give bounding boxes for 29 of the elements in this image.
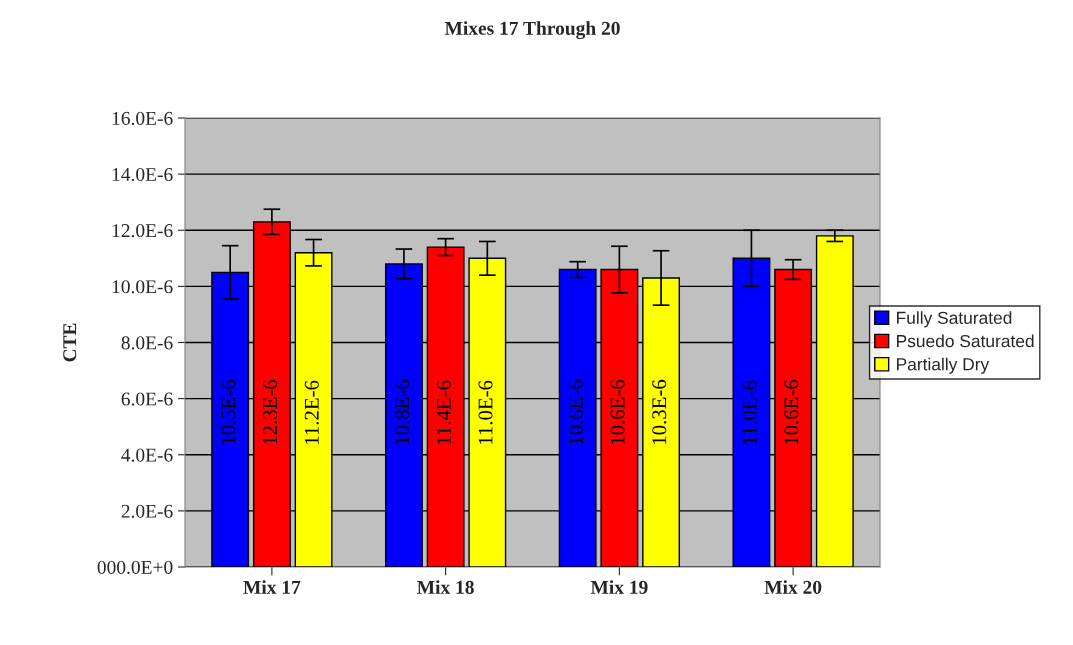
y-axis-title: CTE [63, 323, 77, 362]
chart-title: Mixes 17 Through 20 [444, 21, 620, 39]
legend-label: Fully Saturated [897, 311, 1012, 328]
data-label: 11.4E-6 [436, 380, 451, 444]
legend-label: Psuedo Saturated [897, 334, 1034, 348]
y-tick-label: 000.0E+0 [97, 560, 173, 575]
y-tick-label: 4.0E-6 [121, 448, 173, 462]
x-tick-label: Mix 19 [590, 580, 648, 594]
y-tick-label: 8.0E-6 [121, 336, 173, 350]
data-label: 11.0E-6 [478, 380, 493, 444]
y-tick-label: 12.0E-6 [112, 224, 173, 238]
x-tick-label: Mix 18 [417, 580, 474, 594]
data-label: 10.6E-6 [610, 379, 625, 444]
data-label: 11.0E-6 [742, 380, 757, 444]
data-label: 10.8E-6 [395, 379, 410, 444]
data-label: 12.3E-6 [263, 379, 278, 444]
x-tick-label: Mix 20 [764, 580, 822, 594]
legend-label: Partially Dry [897, 357, 990, 374]
x-tick-label: Mix 17 [243, 580, 301, 594]
data-label: 10.6E-6 [568, 379, 583, 444]
y-tick-label: 16.0E-6 [112, 111, 173, 126]
data-label: 10.6E-6 [784, 379, 799, 444]
y-tick-label: 6.0E-6 [121, 392, 173, 406]
data-label: 10.5E-6 [221, 379, 236, 444]
y-tick-label: 10.0E-6 [112, 280, 173, 294]
data-label: 10.3E-6 [652, 379, 667, 444]
y-tick-label: 2.0E-6 [121, 504, 173, 518]
data-label: 11.2E-6 [304, 380, 319, 444]
y-tick-label: 14.0E-6 [112, 167, 173, 182]
